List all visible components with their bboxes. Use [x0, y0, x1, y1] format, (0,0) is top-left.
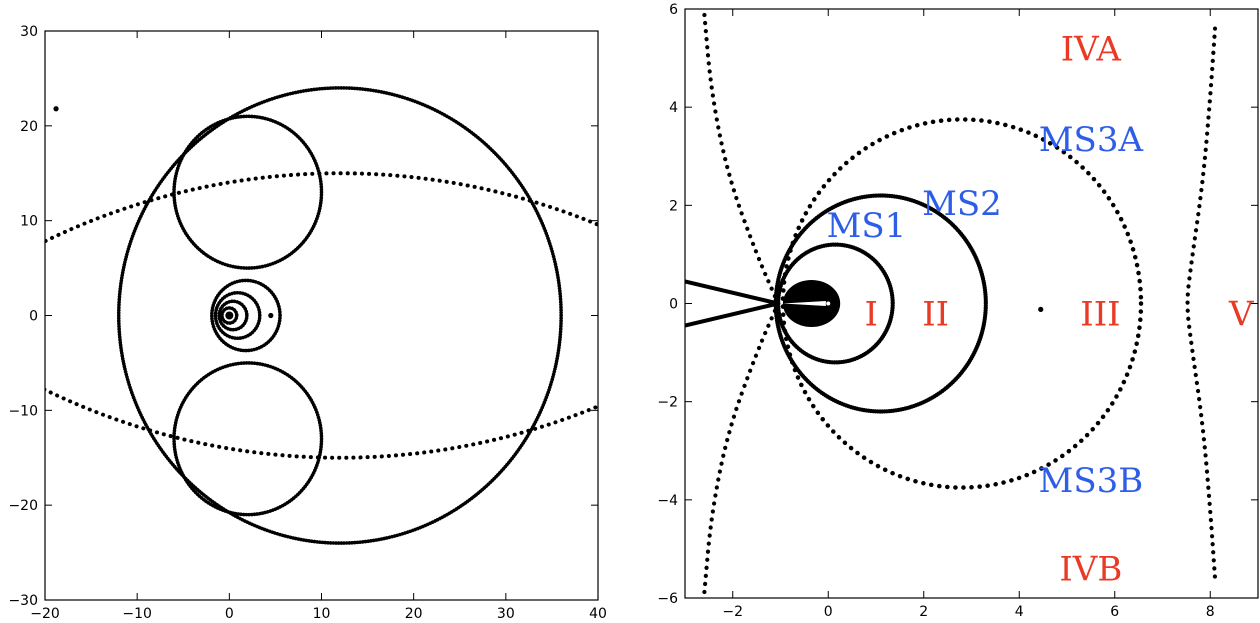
orbit-circle-2 [172, 361, 324, 517]
y-tick-label: 0 [669, 297, 678, 313]
y-tick-label: 6 [669, 2, 678, 18]
x-tick-label: 0 [225, 606, 234, 622]
separatrix-arc-1 [45, 387, 598, 460]
x-tick-label: 6 [1110, 604, 1119, 620]
y-tick-label: 4 [669, 100, 678, 116]
ms3-dotted-circle [780, 117, 1144, 490]
orbit-circle-1 [172, 114, 324, 270]
x-tick-label: 20 [405, 606, 423, 622]
needle-line-1 [685, 301, 781, 328]
region-label-v: V [1228, 294, 1255, 334]
y-tick-label: 0 [29, 309, 38, 325]
region-label-ms1: MS1 [827, 206, 907, 246]
dotted-curve-0 [702, 9, 781, 306]
x-tick-label: 40 [589, 606, 607, 622]
axes-frame [44, 30, 599, 601]
y-tick-label: 30 [20, 24, 38, 40]
x-tick-label: 8 [1206, 604, 1215, 620]
y-tick-label: −10 [8, 403, 38, 419]
region-label-ivb: IVB [1059, 550, 1122, 590]
region-label-iii: III [1080, 294, 1120, 334]
region-label-ms3b: MS3B [1039, 461, 1144, 501]
plot-area [45, 86, 598, 545]
region-label-iva: IVA [1061, 29, 1122, 69]
region-label-ms3a: MS3A [1039, 120, 1144, 160]
y-tick-label: −2 [657, 395, 678, 411]
orbit-circle-3 [210, 278, 282, 353]
x-tick-label: 4 [1015, 604, 1024, 620]
y-tick-label: 10 [20, 214, 38, 230]
y-tick-label: −4 [657, 493, 678, 509]
y-tick-label: 20 [20, 119, 38, 135]
needle-line-0 [685, 279, 781, 306]
x-tick-label: −10 [122, 606, 152, 622]
y-tick-label: −6 [657, 591, 678, 607]
region-label-ii: II [922, 294, 949, 334]
x-tick-label: −20 [30, 606, 60, 622]
separatrix-arc-0 [45, 171, 598, 244]
orbit-circle-0 [116, 86, 563, 545]
x-tick-label: 30 [497, 606, 515, 622]
y-tick-label: 2 [669, 198, 678, 214]
isolated-point-1 [268, 312, 274, 319]
orbit-circle-5 [217, 299, 249, 332]
orbit-circle-6 [220, 306, 239, 325]
origin-point [826, 301, 831, 306]
region-label-ms2: MS2 [922, 184, 1002, 224]
plot-area [685, 9, 1218, 598]
x-tick-label: −2 [722, 604, 743, 620]
x-tick-label: 10 [313, 606, 331, 622]
blob-white-streak [782, 301, 826, 306]
dotted-curve-2 [1185, 26, 1218, 581]
orbit-circle-4 [213, 290, 262, 341]
y-tick-label: −30 [8, 593, 38, 609]
isolated-point-0 [53, 106, 59, 112]
dotted-curve-1 [702, 301, 781, 598]
x-tick-label: 0 [824, 604, 833, 620]
region-label-i: I [865, 294, 878, 334]
x-tick-label: 2 [919, 604, 928, 620]
y-tick-label: −20 [8, 498, 38, 514]
isolated-point-2 [225, 311, 234, 320]
isolated-point-0 [1038, 306, 1044, 312]
